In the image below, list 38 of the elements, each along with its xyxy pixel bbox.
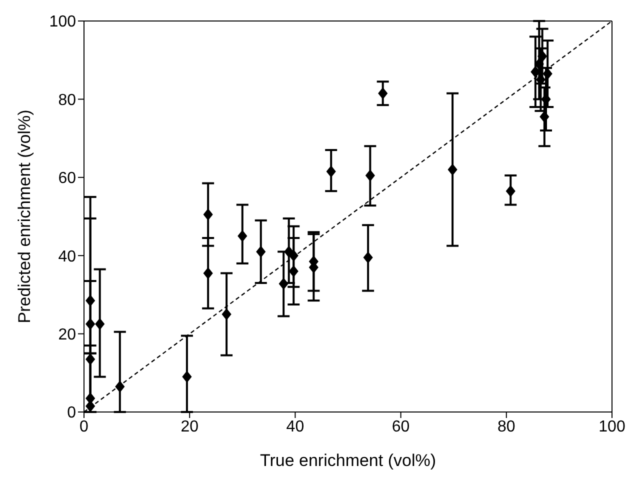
point: [326, 166, 336, 178]
point: [540, 110, 550, 123]
point: [378, 87, 388, 100]
point: [238, 230, 248, 242]
point: [256, 246, 266, 258]
point: [182, 370, 192, 383]
point: [222, 308, 232, 320]
point: [86, 318, 96, 330]
point: [86, 294, 96, 307]
y-tick-label: 0: [67, 404, 76, 422]
y-axis-title: Predicted enrichment (vol%): [15, 110, 34, 324]
point: [203, 208, 213, 221]
point: [365, 169, 375, 182]
y-tick-label: 20: [58, 326, 76, 344]
point: [115, 380, 125, 393]
x-tick-label: 100: [598, 418, 626, 436]
x-tick-label: 20: [180, 418, 199, 436]
point: [506, 185, 516, 198]
x-axis-title: True enrichment (vol%): [260, 451, 436, 470]
x-tick-label: 40: [286, 418, 304, 436]
y-tick-label: 80: [58, 92, 76, 109]
point: [86, 353, 96, 366]
y-tick-label: 40: [58, 248, 76, 266]
point: [203, 267, 213, 280]
point: [363, 252, 373, 264]
x-tick-label: 60: [392, 418, 410, 436]
point: [278, 278, 288, 290]
point: [534, 58, 544, 70]
point: [288, 250, 298, 262]
y-tick-label: 60: [58, 170, 76, 188]
x-tick-label: 80: [498, 418, 516, 436]
x-tick-label: 0: [80, 418, 89, 436]
point: [542, 68, 552, 80]
point: [288, 265, 298, 278]
point: [95, 318, 105, 330]
point: [538, 50, 548, 62]
y-tick-label: 100: [49, 14, 76, 31]
point: [448, 164, 458, 176]
